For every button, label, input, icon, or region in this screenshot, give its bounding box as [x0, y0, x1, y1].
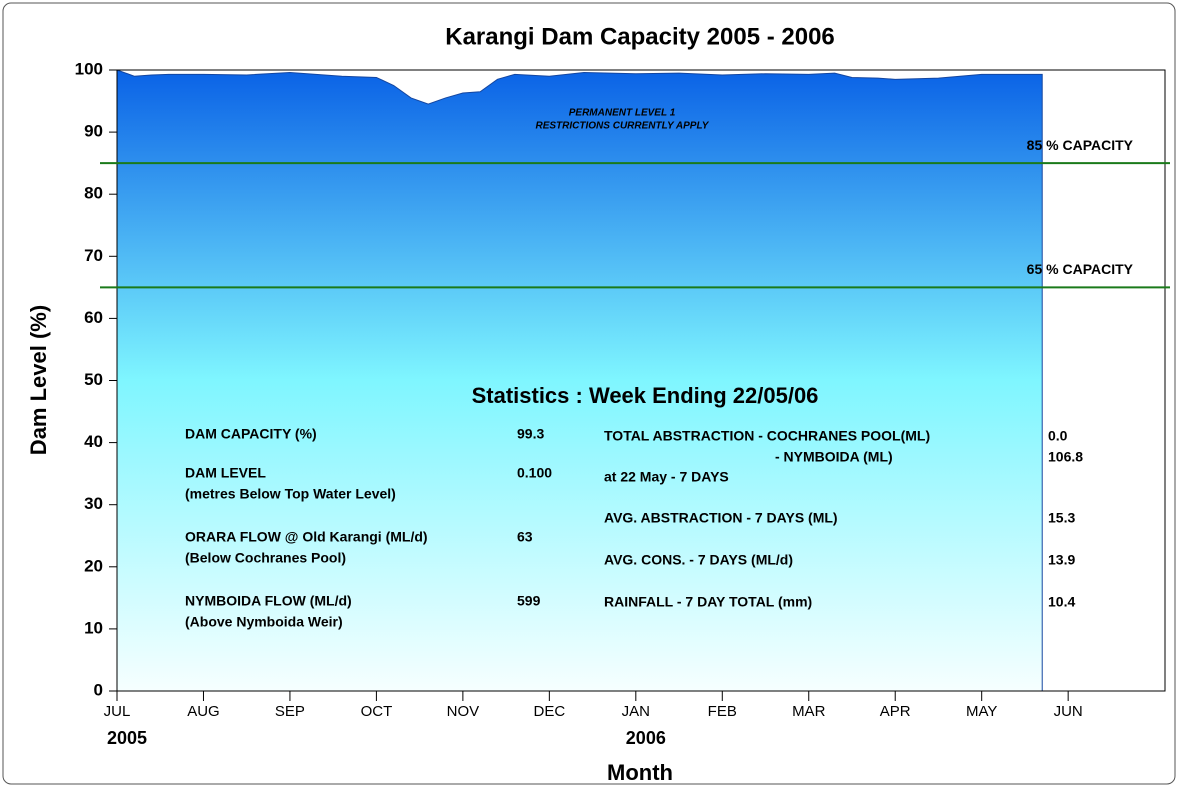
- stat-value: 13.9: [1048, 552, 1075, 568]
- area: [117, 70, 1043, 691]
- x-tick-label: DEC: [534, 703, 566, 720]
- y-axis-label: Dam Level (%): [26, 305, 51, 455]
- annotation: PERMANENT LEVEL 1: [569, 108, 676, 119]
- x-tick-label: OCT: [361, 703, 393, 720]
- y-tick-label: 70: [84, 246, 103, 265]
- reference-label: 65 % CAPACITY: [1027, 261, 1134, 277]
- y-tick-label: 90: [84, 122, 103, 141]
- y-tick-label: 0: [94, 680, 103, 699]
- x-tick-label: JUN: [1054, 703, 1083, 720]
- y-tick-label: 60: [84, 308, 103, 327]
- stat-label: DAM LEVEL: [185, 465, 266, 481]
- y-tick-label: 40: [84, 432, 103, 451]
- year-label: 2006: [626, 728, 666, 748]
- x-tick-label: NOV: [447, 703, 480, 720]
- stat-value: 0.0: [1048, 428, 1068, 444]
- stat-value: 106.8: [1048, 449, 1083, 465]
- stat-label: DAM CAPACITY (%): [185, 426, 317, 442]
- stat-label: AVG. ABSTRACTION - 7 DAYS (ML): [604, 510, 838, 526]
- y-tick-label: 100: [75, 59, 103, 78]
- stat-value: 10.4: [1048, 594, 1075, 610]
- y-tick-label: 50: [84, 370, 103, 389]
- x-tick-label: FEB: [708, 703, 737, 720]
- stat-value: 599: [517, 593, 541, 609]
- statistics-title: Statistics : Week Ending 22/05/06: [472, 383, 819, 408]
- y-tick-label: 10: [84, 618, 103, 637]
- stat-sublabel: (Above Nymboida Weir): [185, 614, 343, 630]
- stat-label: TOTAL ABSTRACTION - COCHRANES POOL(ML): [604, 428, 930, 444]
- x-tick-label: JAN: [622, 703, 650, 720]
- annotation: RESTRICTIONS CURRENTLY APPLY: [536, 121, 710, 132]
- x-tick-label: MAR: [792, 703, 826, 720]
- stat-label: - NYMBOIDA (ML): [775, 449, 893, 465]
- stat-label: at 22 May - 7 DAYS: [604, 469, 729, 485]
- y-tick-label: 80: [84, 184, 103, 203]
- stat-label: NYMBOIDA FLOW (ML/d): [185, 593, 352, 609]
- x-tick-label: AUG: [187, 703, 220, 720]
- x-tick-label: JUL: [104, 703, 131, 720]
- x-axis-label: Month: [607, 760, 673, 785]
- x-tick-label: MAY: [966, 703, 997, 720]
- x-tick-label: APR: [880, 703, 911, 720]
- stat-value: 15.3: [1048, 510, 1075, 526]
- stat-sublabel: (metres Below Top Water Level): [185, 486, 396, 502]
- stat-label: AVG. CONS. - 7 DAYS (ML/d): [604, 552, 793, 568]
- stat-value: 0.100: [517, 465, 552, 481]
- stat-value: 99.3: [517, 426, 544, 442]
- stat-value: 63: [517, 529, 533, 545]
- y-tick-label: 20: [84, 556, 103, 575]
- reference-label: 85 % CAPACITY: [1027, 137, 1134, 153]
- line: [116, 69, 1043, 691]
- stat-label: RAINFALL - 7 DAY TOTAL (mm): [604, 594, 812, 610]
- year-label: 2005: [107, 728, 147, 748]
- stat-label: ORARA FLOW @ Old Karangi (ML/d): [185, 529, 428, 545]
- stat-sublabel: (Below Cochranes Pool): [185, 550, 346, 566]
- x-tick-label: SEP: [275, 703, 305, 720]
- chart-title: Karangi Dam Capacity 2005 - 2006: [445, 23, 835, 50]
- y-tick-label: 30: [84, 494, 103, 513]
